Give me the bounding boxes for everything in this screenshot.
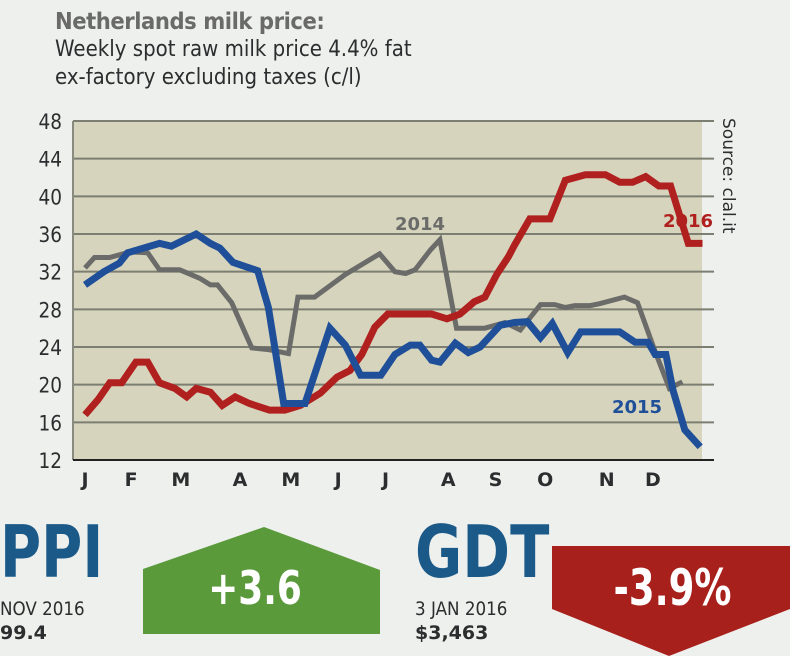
x-tick-label: M (171, 469, 190, 491)
down-arrow-shape (552, 546, 790, 656)
series-label-2015: 2015 (612, 397, 662, 418)
x-tick-label: F (125, 469, 138, 491)
y-tick-label: 20 (38, 374, 62, 398)
source-note: Source: clal.it (718, 118, 738, 234)
x-tick-label: J (333, 469, 342, 491)
y-tick-label: 36 (38, 223, 62, 247)
plot-background (73, 121, 702, 460)
y-tick-label: 32 (38, 261, 62, 285)
ppi-label: PPI (0, 510, 104, 594)
ppi-period: NOV 2016 (0, 598, 85, 620)
chart-title: Netherlands milk price: (55, 9, 325, 35)
series-label-2016: 2016 (663, 211, 713, 232)
y-tick-label: 12 (38, 449, 62, 473)
x-tick-label: D (645, 469, 661, 491)
chart-subtitle-line2: ex-factory excluding taxes (c/l) (55, 65, 362, 90)
y-tick-label: 28 (38, 298, 62, 322)
x-tick-label: J (79, 469, 88, 491)
series-line-2014 (83, 234, 684, 392)
chart-header: Netherlands milk price: Weekly spot raw … (55, 8, 451, 92)
x-tick-label: N (599, 469, 615, 491)
series-line-2015 (82, 229, 703, 450)
gdt-label: GDT (415, 510, 550, 594)
ppi-change: +3.6 (208, 561, 302, 615)
x-tick-label: S (489, 469, 503, 491)
y-tick-label: 44 (38, 148, 62, 172)
x-tick-label: M (281, 469, 300, 491)
y-axis-ticks: 48 44 40 36 32 28 24 20 16 12 (38, 110, 62, 473)
series-lines (82, 171, 703, 450)
x-tick-label: A (441, 469, 456, 491)
chart-subtitle-line1: Weekly spot raw milk price 4.4% fat (55, 37, 412, 62)
ppi-value: 99.4 (0, 622, 47, 644)
x-tick-label: O (537, 469, 553, 491)
x-tick-label: J (380, 469, 389, 491)
y-tick-label: 24 (38, 336, 62, 360)
gdt-change: -3.9% (613, 559, 732, 617)
series-line-2016 (82, 171, 703, 418)
y-tick-label: 40 (38, 185, 62, 209)
up-arrow-shape (143, 527, 380, 634)
y-tick-label: 16 (38, 411, 62, 435)
gdt-period: 3 JAN 2016 (415, 598, 508, 620)
series-label-2014: 2014 (395, 214, 445, 235)
series-labels: 2014 2015 2016 (395, 211, 713, 418)
ppi-change-badge (143, 527, 380, 634)
gdt-value: $3,463 (415, 622, 489, 644)
x-tick-label: A (233, 469, 248, 491)
gdt-change-badge (552, 546, 790, 656)
y-tick-label: 48 (38, 110, 62, 134)
